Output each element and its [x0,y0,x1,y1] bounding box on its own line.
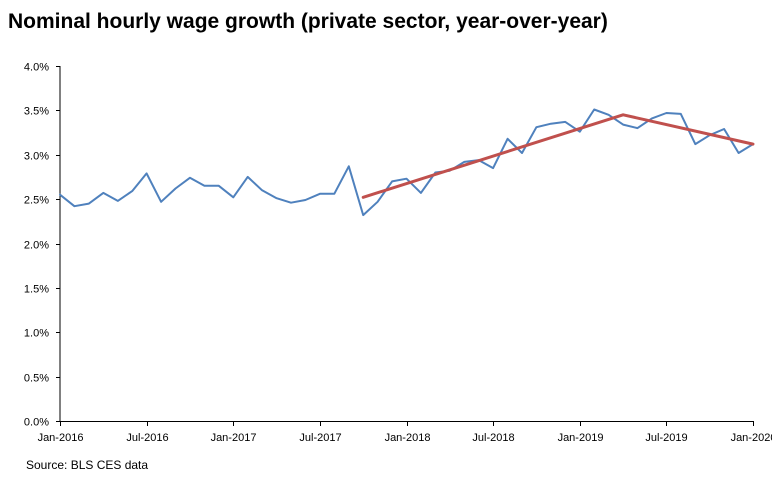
series-line-wage-growth [59,108,754,217]
y-tick-label: 0.0% [24,417,49,429]
x-tick-label: Jan-2017 [211,432,257,444]
y-tick-label: 3.0% [24,151,49,163]
x-axis-group: Jan-2016 Jul-2016 Jan-2017 Jul-2017 Jan-2018… [38,421,772,444]
y-tick-label: 2.5% [24,195,49,207]
y-tick-label: 3.5% [24,106,49,118]
series-line-trend [361,113,755,199]
x-tick-label: Jul-2019 [645,432,687,444]
y-tick-label: 1.5% [24,284,49,296]
y-tick-label: 0.5% [24,373,49,385]
y-tick-label: 4.0% [24,62,49,74]
x-tick-label: Jul-2016 [126,432,168,444]
x-tick-label: Jul-2017 [299,432,341,444]
chart-source: Source: BLS CES data [26,458,149,472]
chart-title: Nominal hourly wage growth (private sect… [8,10,608,33]
x-tick-label: Jan-2020 [731,432,772,444]
x-tick-label: Jul-2018 [472,432,514,444]
x-tick-label: Jan-2016 [38,432,84,444]
y-tick-label: 2.0% [24,240,49,252]
trend-group [361,113,755,199]
y-axis-group: 0.0% 0.5% 1.0% 1.5% 2.0% 2.5% 3.0% 3.5% 4.0% [24,62,61,429]
x-tick-label: Jan-2018 [385,432,431,444]
series-group [59,108,754,217]
y-tick-label: 1.0% [24,328,49,340]
x-tick-label: Jan-2019 [558,432,604,444]
